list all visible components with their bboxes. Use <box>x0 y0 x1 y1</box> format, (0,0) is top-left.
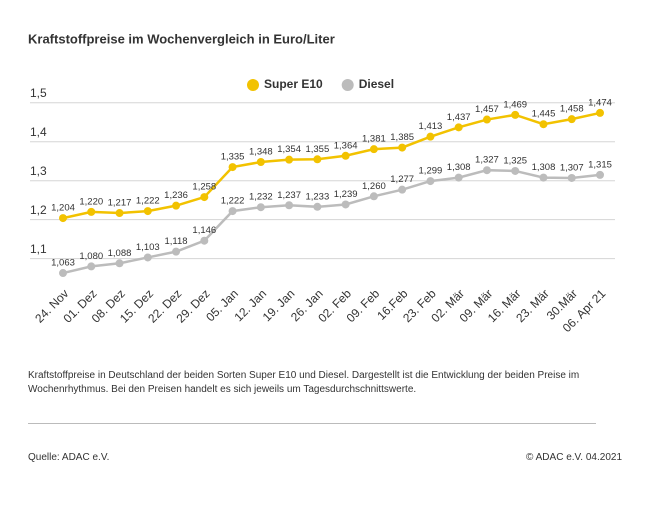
data-label: 1,103 <box>136 242 160 253</box>
copyright: © ADAC e.V. 04.2021 <box>526 452 622 463</box>
data-label: 1,354 <box>277 144 301 155</box>
data-label: 1,237 <box>277 190 301 201</box>
data-point <box>511 166 520 175</box>
chart-title: Kraftstoffpreise im Wochenvergleich in E… <box>28 31 335 46</box>
data-point <box>341 200 350 209</box>
data-label: 1,364 <box>334 140 358 151</box>
data-label: 1,458 <box>560 104 584 115</box>
data-point <box>454 173 463 182</box>
data-label: 1,258 <box>192 182 216 193</box>
data-label: 1,325 <box>503 155 527 166</box>
data-point <box>285 201 294 210</box>
data-point <box>228 207 237 216</box>
data-point <box>567 115 576 124</box>
data-point <box>256 203 265 212</box>
data-label: 1,146 <box>192 225 216 236</box>
data-label: 1,222 <box>136 196 160 207</box>
data-point <box>398 185 407 194</box>
data-point <box>200 236 209 245</box>
data-label: 1,413 <box>419 121 443 132</box>
data-point <box>454 123 463 132</box>
legend-marker <box>341 79 354 91</box>
data-label: 1,204 <box>51 203 75 214</box>
data-label: 1,080 <box>79 251 103 262</box>
data-label: 1,063 <box>51 258 75 269</box>
data-label: 1,307 <box>560 162 584 173</box>
data-point <box>426 132 435 141</box>
data-point <box>115 209 124 218</box>
data-point <box>539 173 548 182</box>
data-point <box>115 259 124 268</box>
data-point <box>313 155 322 164</box>
data-point <box>59 269 67 278</box>
y-tick-label: 1,1 <box>30 242 47 256</box>
data-point <box>369 145 378 154</box>
description: Kraftstoffpreise in Deutschland der beid… <box>28 370 580 395</box>
data-label: 1,315 <box>588 159 612 170</box>
data-label: 1,233 <box>305 191 329 202</box>
y-tick-label: 1,5 <box>30 86 47 100</box>
data-point <box>398 143 407 152</box>
data-label: 1,220 <box>79 196 103 207</box>
data-point <box>426 177 435 186</box>
data-point <box>285 155 294 164</box>
data-point <box>596 170 604 179</box>
legend-label: Diesel <box>359 77 394 91</box>
legend-label: Super E10 <box>264 77 323 91</box>
data-point <box>143 253 152 262</box>
chart: Kraftstoffpreise im Wochenvergleich in E… <box>28 31 615 335</box>
data-label: 1,308 <box>447 162 471 173</box>
data-label: 1,308 <box>532 162 556 173</box>
data-label: 1,437 <box>447 112 471 123</box>
data-point <box>313 202 322 211</box>
data-point <box>256 158 265 167</box>
data-label: 1,277 <box>390 174 414 185</box>
data-point <box>87 262 96 271</box>
data-point <box>567 173 576 182</box>
y-tick-label: 1,2 <box>30 203 47 217</box>
data-label: 1,457 <box>475 104 499 115</box>
data-label: 1,445 <box>532 109 556 120</box>
data-label: 1,474 <box>588 97 612 108</box>
data-label: 1,381 <box>362 134 386 145</box>
data-point <box>539 120 548 129</box>
data-point <box>511 110 520 119</box>
data-point <box>87 207 96 216</box>
source: Quelle: ADAC e.V. <box>28 452 110 463</box>
data-point <box>369 192 378 201</box>
data-point <box>172 201 181 210</box>
data-point <box>143 207 152 216</box>
y-tick-label: 1,4 <box>30 125 47 139</box>
data-label: 1,385 <box>390 132 414 143</box>
data-label: 1,469 <box>503 99 527 110</box>
data-label: 1,222 <box>221 196 245 207</box>
legend-marker <box>247 79 259 91</box>
data-point <box>59 214 67 223</box>
data-point <box>482 115 491 124</box>
data-label: 1,088 <box>108 248 132 259</box>
data-point <box>341 151 350 160</box>
data-label: 1,348 <box>249 147 273 158</box>
data-point <box>200 193 209 202</box>
series-line <box>62 168 601 275</box>
data-label: 1,327 <box>475 155 499 166</box>
y-tick-label: 1,3 <box>30 164 47 178</box>
data-label: 1,260 <box>362 181 386 192</box>
data-label: 1,335 <box>221 152 245 163</box>
data-point <box>228 163 237 172</box>
data-point <box>172 247 181 256</box>
separator <box>28 423 596 424</box>
data-label: 1,355 <box>305 144 329 155</box>
data-label: 1,232 <box>249 192 273 203</box>
data-label: 1,299 <box>419 166 443 177</box>
data-point <box>596 108 604 117</box>
data-label: 1,236 <box>164 190 188 201</box>
data-label: 1,118 <box>165 236 188 247</box>
series-line <box>62 111 601 220</box>
data-point <box>482 166 491 175</box>
data-label: 1,239 <box>334 189 358 200</box>
data-label: 1,217 <box>108 198 132 209</box>
